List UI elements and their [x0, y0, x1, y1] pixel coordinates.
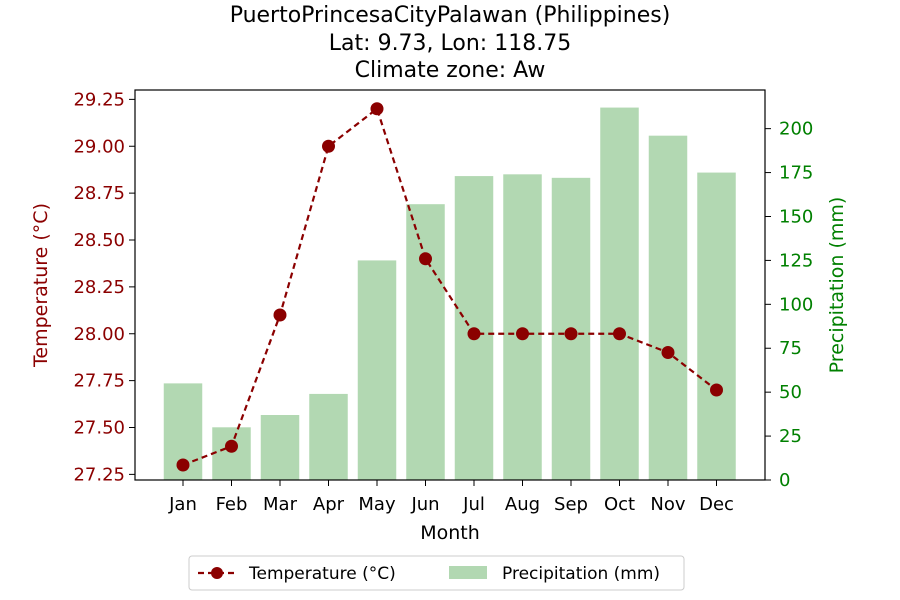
chart-title-line-3: Climate zone: Aw: [355, 58, 546, 83]
temperature-point-apr: [322, 139, 335, 153]
temperature-point-sep: [564, 327, 578, 341]
precipitation-bar-feb: [212, 427, 251, 480]
y-left-tick-label-4: 28.25: [73, 277, 125, 298]
y-right-tick-label-6: 150: [779, 206, 813, 227]
x-tick-label-nov: Nov: [650, 494, 685, 515]
y-right-tick-label-3: 75: [779, 338, 802, 359]
x-tick-label-apr: Apr: [313, 494, 345, 515]
temperature-point-may: [370, 102, 384, 116]
precipitation-bars: [163, 107, 736, 481]
x-tick-label-oct: Oct: [604, 494, 635, 515]
y-left-tick-label-1: 27.50: [73, 418, 125, 439]
y-axis-right-label: Precipitation (mm): [826, 197, 848, 374]
y-left-tick-label-5: 28.50: [73, 230, 125, 251]
x-axis: Jan Feb Mar Apr May Jun Jul Aug Sep Oct Nov Dec: [168, 480, 734, 515]
x-tick-label-jan: Jan: [168, 494, 197, 515]
precipitation-bar-nov: [648, 135, 688, 481]
precipitation-bar-jun: [406, 204, 445, 480]
y-axis-left: 27.25 27.50 27.75 28.00 28.25 28.50 28.75 29.00…: [73, 89, 135, 485]
precipitation-bar-oct: [600, 107, 639, 480]
plot-frame: [134, 89, 766, 481]
y-right-tick-label-5: 125: [779, 250, 813, 271]
y-axis-left-label: Temperature (°C): [30, 203, 52, 368]
chart-title-line-1: PuertoPrincesaCityPalawan (Philippines): [230, 3, 671, 28]
temperature-series: [176, 102, 723, 472]
temperature-point-jun: [419, 252, 432, 266]
temperature-point-jan: [176, 458, 190, 472]
x-axis-label: Month: [420, 522, 480, 544]
x-tick-label-sep: Sep: [554, 494, 588, 515]
x-tick-label-jul: Jul: [462, 494, 485, 515]
x-tick-label-feb: Feb: [216, 494, 248, 515]
y-left-tick-label-8: 29.25: [73, 89, 125, 110]
temperature-point-oct: [613, 327, 626, 341]
x-tick-label-dec: Dec: [699, 494, 734, 515]
legend-precipitation-swatch: [449, 566, 487, 579]
temperature-point-dec: [710, 383, 723, 397]
legend-box: [188, 555, 685, 591]
legend-temperature-label: Temperature (°C): [248, 564, 396, 584]
y-right-tick-label-2: 50: [779, 382, 802, 403]
legend: Temperature (°C) Precipitation (mm): [188, 555, 685, 591]
x-tick-label-jun: Jun: [410, 494, 439, 515]
temperature-line: [182, 106, 718, 467]
precipitation-bar-apr: [309, 393, 348, 480]
y-left-tick-label-6: 28.75: [73, 183, 125, 204]
y-left-tick-label-7: 29.00: [73, 136, 125, 157]
y-right-tick-label-8: 200: [779, 119, 813, 140]
y-right-tick-label-1: 25: [779, 426, 802, 447]
y-right-tick-label-0: 0: [779, 470, 790, 491]
temperature-point-feb: [225, 439, 238, 453]
precipitation-bar-aug: [503, 174, 542, 480]
precipitation-bar-mar: [260, 415, 300, 480]
temperature-point-mar: [273, 308, 287, 322]
y-right-tick-label-7: 175: [779, 163, 813, 184]
y-right-tick-label-4: 100: [779, 294, 813, 315]
temperature-point-aug: [516, 327, 529, 341]
x-tick-label-aug: Aug: [505, 494, 540, 515]
precipitation-bar-may: [357, 260, 397, 480]
y-axis-right: 0 25 50 75 100 125 150 175 200: [765, 119, 813, 491]
chart-title-line-2: Lat: 9.73, Lon: 118.75: [329, 31, 571, 56]
legend-temperature-marker: [211, 567, 223, 579]
y-left-tick-label-2: 27.75: [73, 371, 125, 392]
temperature-point-jul: [467, 327, 481, 341]
temperature-point-nov: [661, 346, 675, 359]
x-tick-label-may: May: [358, 494, 396, 515]
y-left-tick-label-3: 28.00: [73, 324, 125, 345]
y-left-tick-label-0: 27.25: [73, 464, 125, 485]
x-tick-label-mar: Mar: [263, 494, 298, 515]
legend-precipitation-label: Precipitation (mm): [502, 564, 660, 584]
precipitation-bar-dec: [697, 172, 736, 480]
